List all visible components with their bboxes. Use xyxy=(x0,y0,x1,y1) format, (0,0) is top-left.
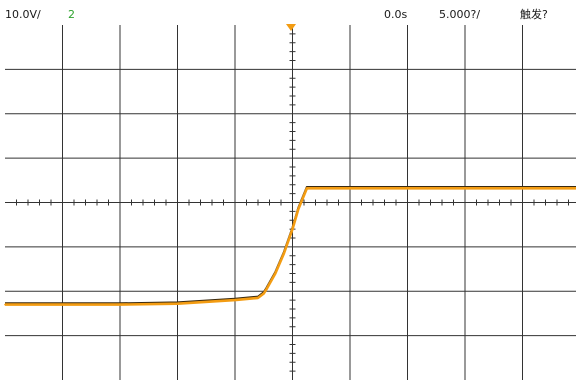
trace-point xyxy=(263,292,265,295)
trace-point xyxy=(320,187,323,190)
trace-point xyxy=(464,187,466,190)
trace-point xyxy=(306,187,308,190)
trace-point xyxy=(119,303,121,306)
trace-point xyxy=(257,297,259,299)
trace-point xyxy=(406,187,409,190)
trace-point xyxy=(297,208,300,210)
waveform-trace xyxy=(4,186,576,306)
status-bar: 10.0V/ 2 0.0s 5.000?/ 触发? xyxy=(0,0,576,26)
trace-point xyxy=(283,252,285,255)
trigger-status-readout: 触发? xyxy=(520,8,548,21)
time-per-division-readout[interactable]: 5.000?/ xyxy=(439,8,481,21)
trace-point xyxy=(291,228,294,230)
trigger-position-marker[interactable] xyxy=(286,24,296,31)
trace-shadow-line xyxy=(5,186,576,305)
trace-point xyxy=(265,288,268,290)
trace-point xyxy=(176,302,179,305)
time-delay-readout[interactable]: 0.0s xyxy=(384,8,408,21)
graticule xyxy=(5,25,576,380)
trace-point xyxy=(274,272,277,275)
trace-point xyxy=(349,187,351,190)
volts-per-division-readout[interactable]: 10.0V/ xyxy=(5,8,41,21)
trace-point xyxy=(234,299,236,301)
trace-point xyxy=(4,303,6,306)
channel-number-label: 2 xyxy=(68,8,75,21)
